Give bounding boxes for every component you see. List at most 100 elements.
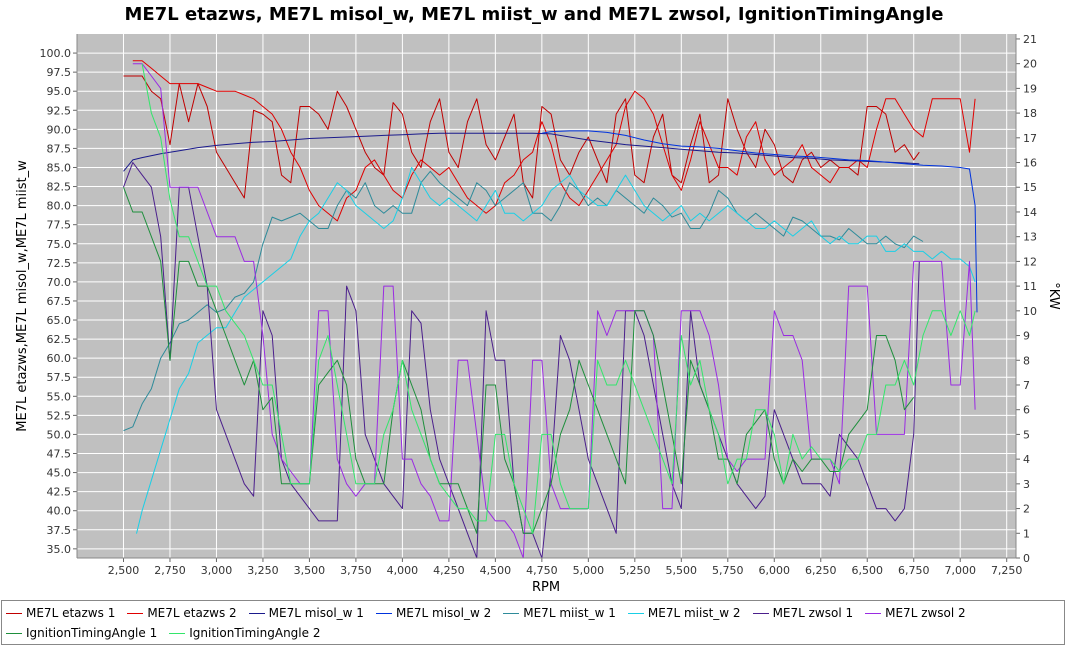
y-tick-label: 37.5 (47, 524, 72, 537)
y2-tick-label: 18 (1023, 107, 1037, 120)
legend-item: ME7L miist_w 2 (627, 604, 741, 622)
chart-title: ME7L etazws, ME7L misol_w, ME7L miist_w … (124, 4, 944, 25)
y2-tick-label: 5 (1023, 428, 1030, 441)
y2-tick-label: 8 (1023, 354, 1030, 367)
x-tick-label: 2,750 (154, 564, 186, 577)
x-tick-label: 5,000 (573, 564, 605, 577)
y2-tick-label: 14 (1023, 206, 1037, 219)
y-gridlines (77, 52, 1016, 550)
y-tick-label: 47.5 (47, 448, 72, 461)
y-tick-label: 67.5 (47, 295, 72, 308)
x-tick-label: 6,250 (805, 564, 837, 577)
legend-label: ME7L misol_w 1 (268, 606, 364, 620)
x-tick-label: 6,750 (898, 564, 930, 577)
y2-tick-label: 6 (1023, 404, 1030, 417)
y-tick-label: 45.0 (47, 467, 72, 480)
y-tick-label: 80.0 (47, 200, 72, 213)
y-tick-label: 65.0 (47, 314, 72, 327)
y2-tick-label: 3 (1023, 478, 1030, 491)
legend-item: IgnitionTimingAngle 1 (6, 624, 157, 642)
series-line-me7l-etazws-2 (132, 60, 976, 222)
series-layer (123, 60, 978, 559)
chart: 2,500 2,750 3,000 3,250 3,500 3,750 4,000 4,250… (15, 33, 1061, 595)
x-axis-ticks: 2,500 2,750 3,000 3,250 3,500 3,750 4,000 4,250… (108, 558, 1023, 577)
legend-swatch (627, 612, 644, 614)
legend-label: ME7L zwsol 2 (885, 606, 966, 620)
x-tick-label: 5,750 (712, 564, 744, 577)
legend-label: IgnitionTimingAngle 1 (26, 626, 158, 640)
y-tick-label: 75.0 (47, 238, 72, 251)
x-tick-label: 7,250 (991, 564, 1023, 577)
series-line-me7l-misol-w-2 (541, 130, 978, 313)
y2-tick-label: 4 (1023, 453, 1030, 466)
series-line-me7l-miist-w-2 (136, 167, 976, 534)
legend-swatch (865, 612, 882, 614)
legend-swatch (503, 612, 520, 614)
series-line-me7l-misol-w-1 (123, 132, 920, 172)
x-tick-label: 4,500 (480, 564, 512, 577)
x-tick-label: 6,000 (759, 564, 791, 577)
x-axis-label: RPM (532, 580, 560, 595)
y-tick-label: 50.0 (47, 428, 72, 441)
legend-swatch (169, 632, 186, 634)
y-tick-label: 52.5 (47, 409, 72, 422)
x-tick-label: 3,000 (201, 564, 233, 577)
legend-label: ME7L zwsol 1 (772, 606, 854, 620)
x-tick-label: 3,250 (247, 564, 279, 577)
legend-label: ME7L misol_w 2 (395, 606, 492, 620)
legend-item: ME7L miist_w 1 (503, 604, 616, 622)
y-tick-label: 60.0 (47, 352, 72, 365)
x-tick-label: 4,000 (387, 564, 419, 577)
y2-tick-label: 20 (1023, 58, 1037, 71)
y-tick-label: 82.5 (47, 181, 72, 194)
y2-tick-label: 1 (1023, 527, 1030, 540)
x-tick-label: 3,500 (294, 564, 326, 577)
legend-item: ME7L zwsol 2 (865, 604, 966, 622)
legend-item: ME7L zwsol 1 (752, 604, 854, 622)
y-tick-label: 72.5 (47, 257, 72, 270)
y-tick-label: 77.5 (47, 219, 72, 232)
y-tick-label: 87.5 (47, 142, 72, 155)
y-tick-label: 90.0 (47, 123, 72, 136)
y2-tick-label: 19 (1023, 82, 1037, 95)
y2-tick-label: 7 (1023, 379, 1030, 392)
y2-tick-label: 17 (1023, 132, 1037, 145)
y-tick-label: 95.0 (47, 85, 72, 98)
legend-swatch (6, 612, 22, 614)
series-line-ignitiontimingangle-2 (141, 63, 976, 534)
legend-item: ME7L misol_w 1 (248, 604, 364, 622)
y2-axis-label: °KW (1046, 282, 1061, 310)
y-tick-label: 35.0 (47, 543, 72, 556)
x-tick-label: 7,000 (944, 564, 976, 577)
y2-tick-label: 15 (1023, 181, 1037, 194)
legend-label: IgnitionTimingAngle 2 (189, 626, 321, 640)
x-tick-label: 2,500 (108, 564, 140, 577)
plot-area (77, 34, 1016, 558)
x-tick-label: 4,750 (526, 564, 558, 577)
y2-tick-label: 10 (1023, 305, 1037, 318)
legend-label: ME7L etazws 1 (26, 606, 116, 620)
y-axis-label: ME7L etazws,ME7L misol_w,ME7L miist_w (15, 160, 30, 432)
y2-tick-label: 0 (1023, 552, 1030, 565)
y2-tick-label: 21 (1023, 33, 1037, 46)
legend-swatch (752, 612, 769, 614)
y2-tick-label: 16 (1023, 157, 1037, 170)
x-tick-label: 3,750 (340, 564, 372, 577)
y-tick-label: 57.5 (47, 371, 72, 384)
series-line-me7l-miist-w-1 (123, 170, 924, 432)
y-tick-label: 85.0 (47, 161, 72, 174)
y-tick-label: 92.5 (47, 104, 72, 117)
y-tick-label: 55.0 (47, 390, 72, 403)
legend-label: ME7L etazws 2 (147, 606, 237, 620)
x-tick-label: 5,250 (619, 564, 651, 577)
y-tick-label: 42.5 (47, 486, 72, 499)
legend-swatch (248, 612, 265, 614)
y-tick-label: 70.0 (47, 276, 72, 289)
x-tick-label: 6,500 (851, 564, 883, 577)
y2-tick-label: 13 (1023, 231, 1037, 244)
legend-item: ME7L misol_w 2 (375, 604, 492, 622)
y-tick-label: 97.5 (47, 66, 72, 79)
y2-tick-label: 11 (1023, 280, 1037, 293)
legend-swatch (375, 612, 392, 614)
